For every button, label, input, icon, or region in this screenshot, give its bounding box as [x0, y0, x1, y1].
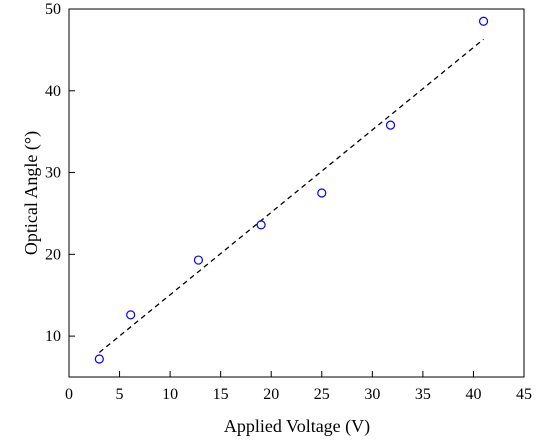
plot-frame — [68, 8, 525, 378]
data-point — [317, 188, 327, 198]
plot-area — [94, 16, 489, 364]
data-point — [193, 255, 204, 265]
x-tick-label: 30 — [364, 386, 380, 403]
x-tick-label: 45 — [516, 386, 532, 403]
data-point — [385, 120, 396, 130]
data-point — [256, 220, 266, 230]
x-tick-label: 5 — [116, 386, 124, 403]
x-tick-label: 20 — [263, 386, 279, 403]
x-axis: 0 5 10 15 20 25 30 35 40 45 — [65, 371, 532, 403]
x-tick-label: 10 — [162, 386, 178, 403]
y-axis-title: Optical Angle (°) — [21, 131, 42, 255]
data-point — [126, 310, 136, 320]
y-tick-label: 50 — [45, 1, 61, 18]
y-tick-label: 40 — [45, 83, 61, 100]
fit-line — [98, 38, 484, 353]
data-point — [478, 16, 489, 26]
x-axis-title: Applied Voltage (V) — [224, 416, 370, 437]
data-point — [94, 354, 104, 364]
x-tick-label: 40 — [465, 386, 481, 403]
y-tick-label: 10 — [45, 328, 61, 345]
x-tick-label: 0 — [65, 386, 73, 403]
y-axis: 10 20 30 40 50 — [45, 1, 75, 345]
y-tick-label: 30 — [45, 165, 61, 182]
y-tick-label: 20 — [45, 246, 61, 263]
x-tick-label: 35 — [415, 386, 431, 403]
x-tick-label: 15 — [213, 386, 229, 403]
x-tick-label: 25 — [314, 386, 330, 403]
